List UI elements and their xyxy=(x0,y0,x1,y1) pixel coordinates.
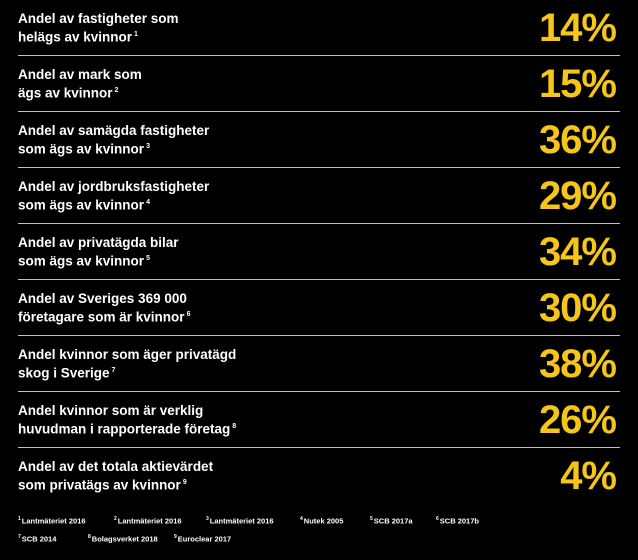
reference-number: 9 xyxy=(174,534,177,540)
stat-label-line: som ägs av kvinnor xyxy=(18,252,145,268)
reference-item: 1Lantmäteriet 2016 xyxy=(18,516,86,526)
stat-value: 30% xyxy=(538,285,617,330)
reference-number: 2 xyxy=(114,516,117,522)
stat-label-line: huvudman i rapporterade företag xyxy=(18,420,231,436)
stat-label-line: Andel av jordbruksfastigheter xyxy=(18,178,210,194)
reference-text: Bolagsverket 2018 xyxy=(91,534,158,544)
stat-value: 14% xyxy=(538,5,617,50)
footnote-marker: 7 xyxy=(111,366,116,374)
stat-label: Andel av det totala aktievärdet som priv… xyxy=(18,459,278,494)
stat-value: 34% xyxy=(538,229,617,274)
reference-text: Euroclear 2017 xyxy=(177,534,232,544)
reference-item: 9Euroclear 2017 xyxy=(174,534,231,544)
stat-value: 38% xyxy=(538,341,617,386)
reference-item: 6SCB 2017b xyxy=(436,516,479,526)
reference-number: 6 xyxy=(436,516,439,522)
reference-number: 1 xyxy=(18,516,21,522)
stat-label-line: Andel av mark som xyxy=(18,66,142,82)
stat-row: Andel av fastigheter som helägs av kvinn… xyxy=(18,0,620,56)
stat-label-line: som ägs av kvinnor xyxy=(18,140,145,156)
footnote-marker: 3 xyxy=(146,142,150,150)
stat-value: 4% xyxy=(560,454,617,498)
stat-row: Andel av jordbruksfastigheter som ägs av… xyxy=(18,168,620,224)
stat-row: Andel av det totala aktievärdet som priv… xyxy=(18,448,620,504)
reference-text: SCB 2017a xyxy=(373,516,413,526)
stat-label-line: som ägs av kvinnor xyxy=(18,196,145,212)
footnote-marker: 2 xyxy=(114,86,119,94)
stat-row: Andel av privatägda bilar som ägs av kvi… xyxy=(18,224,620,280)
reference-text: Lantmäteriet 2016 xyxy=(209,516,274,526)
footnote-marker: 5 xyxy=(146,254,150,262)
reference-item: 4Nutek 2005 xyxy=(300,516,343,526)
stat-label: Andel av Sveriges 369 000 företagare som… xyxy=(18,290,278,325)
stat-value: 29% xyxy=(538,173,617,218)
reference-item: 5SCB 2017a xyxy=(370,516,413,526)
stat-label-line: som privatägs av kvinnor xyxy=(18,477,181,493)
reference-text: Nutek 2005 xyxy=(303,516,344,526)
footnote-marker: 9 xyxy=(182,478,187,486)
stat-label: Andel av fastigheter som helägs av kvinn… xyxy=(18,10,278,45)
stat-label: Andel av mark som ägs av kvinnor 2 xyxy=(18,66,278,101)
stat-row: Andel av Sveriges 369 000 företagare som… xyxy=(18,280,620,336)
stat-row: Andel kvinnor som är verklig huvudman i … xyxy=(18,392,620,448)
stat-label: Andel kvinnor som äger privatägd skog i … xyxy=(18,346,278,381)
stats-list: Andel av fastigheter som helägs av kvinn… xyxy=(18,0,620,504)
stat-label-line: ägs av kvinnor xyxy=(18,84,113,100)
reference-number: 4 xyxy=(300,516,303,522)
references: 1Lantmäteriet 2016 2Lantmäteriet 2016 3L… xyxy=(18,516,620,552)
stat-label-line: helägs av kvinnor xyxy=(18,28,133,44)
reference-item: 7SCB 2014 xyxy=(18,534,56,544)
stat-label-line: Andel av det totala aktievärdet xyxy=(18,458,214,474)
reference-item: 2Lantmäteriet 2016 xyxy=(114,516,182,526)
stat-label-line: företagare som är kvinnor xyxy=(18,308,185,324)
stat-value: 15% xyxy=(538,61,617,106)
stat-label-line: Andel av samägda fastigheter xyxy=(18,122,210,138)
reference-number: 3 xyxy=(206,516,209,522)
reference-row: 1Lantmäteriet 2016 2Lantmäteriet 2016 3L… xyxy=(18,516,620,534)
stat-value: 36% xyxy=(538,117,617,162)
footnote-marker: 6 xyxy=(186,310,191,318)
stat-label-line: skog i Sverige xyxy=(18,364,110,380)
stat-label: Andel av samägda fastigheter som ägs av … xyxy=(18,122,278,157)
stat-value: 26% xyxy=(538,397,617,442)
stat-label: Andel av privatägda bilar som ägs av kvi… xyxy=(18,234,278,269)
reference-text: SCB 2014 xyxy=(21,534,57,544)
reference-row: 7SCB 2014 8Bolagsverket 2018 9Euroclear … xyxy=(18,534,620,552)
reference-item: 8Bolagsverket 2018 xyxy=(88,534,158,544)
reference-number: 7 xyxy=(18,534,21,540)
reference-number: 8 xyxy=(88,534,91,540)
footnote-marker: 1 xyxy=(134,30,138,38)
stat-label: Andel av jordbruksfastigheter som ägs av… xyxy=(18,178,278,213)
reference-text: SCB 2017b xyxy=(439,516,479,526)
stat-row: Andel av samägda fastigheter som ägs av … xyxy=(18,112,620,168)
footnote-marker: 8 xyxy=(232,422,237,430)
stat-label-line: Andel kvinnor som är verklig xyxy=(18,402,204,418)
stat-label-line: Andel kvinnor som äger privatägd xyxy=(18,346,237,362)
reference-item: 3Lantmäteriet 2016 xyxy=(206,516,274,526)
stat-label-line: Andel av privatägda bilar xyxy=(18,234,179,250)
reference-text: Lantmäteriet 2016 xyxy=(117,516,182,526)
stat-row: Andel av mark som ägs av kvinnor 2 15% xyxy=(18,56,620,112)
footnote-marker: 4 xyxy=(146,198,150,206)
stat-row: Andel kvinnor som äger privatägd skog i … xyxy=(18,336,620,392)
reference-text: Lantmäteriet 2016 xyxy=(21,516,86,526)
stat-label-line: Andel av Sveriges 369 000 xyxy=(18,290,187,306)
stat-label: Andel kvinnor som är verklig huvudman i … xyxy=(18,402,278,437)
reference-number: 5 xyxy=(370,516,373,522)
stat-label-line: Andel av fastigheter som xyxy=(18,10,179,26)
